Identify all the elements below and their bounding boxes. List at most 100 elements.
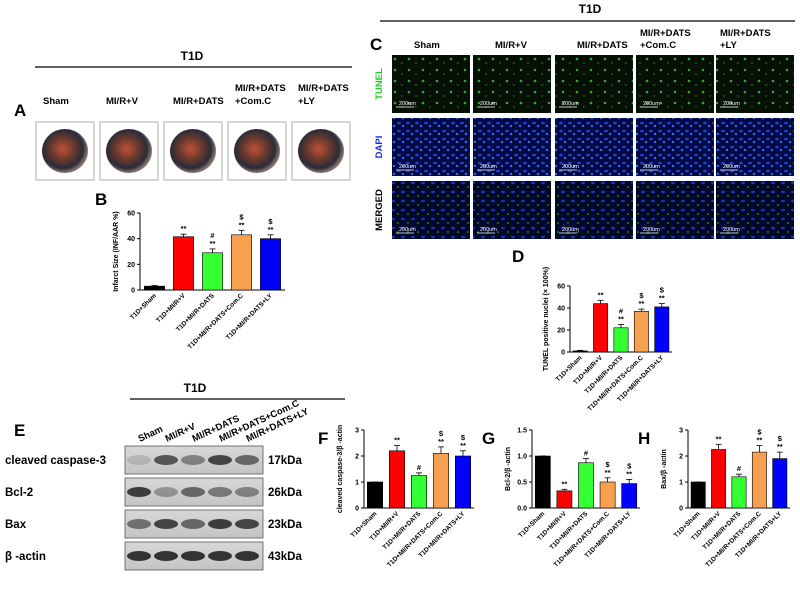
micrograph — [473, 181, 551, 239]
x-tick-label: T1D+MI/R+DATS+Com.C — [187, 292, 246, 351]
y-tick-label: 2 — [679, 454, 683, 461]
column-label: +LY — [720, 40, 737, 51]
significance-mark: ** — [561, 479, 567, 488]
row-label: cleaved caspase-3 — [5, 455, 106, 467]
size-label: 26kDa — [268, 487, 302, 499]
blot-band — [181, 551, 205, 561]
significance-mark: $ — [660, 286, 665, 295]
bar — [388, 450, 405, 509]
y-tick-label: 1 — [679, 480, 683, 487]
blot-band — [181, 487, 205, 497]
micrograph — [636, 55, 714, 113]
significance-mark: ** — [438, 437, 444, 446]
bar — [144, 285, 165, 291]
row-label: Bax — [5, 519, 27, 531]
panel-label: B — [95, 190, 107, 209]
blot-band — [127, 551, 151, 561]
blot-band — [181, 519, 205, 529]
significance-mark: ** — [181, 224, 187, 233]
bar — [772, 458, 788, 509]
micrograph — [716, 181, 794, 239]
micrograph — [473, 118, 551, 176]
scale-bar-label: 200um — [399, 227, 416, 233]
blot-band — [235, 519, 259, 529]
bar — [621, 483, 638, 509]
bar — [751, 451, 767, 509]
significance-mark: ** — [598, 290, 604, 299]
y-axis-label: Bax/β -actin — [661, 449, 668, 489]
bar — [432, 453, 449, 509]
scale-bar-label: 200um — [723, 101, 740, 107]
y-tick-label: 0 — [131, 288, 135, 295]
blot-band — [208, 519, 232, 529]
significance-mark: ** — [777, 442, 783, 451]
bar — [454, 455, 471, 509]
panel-label: D — [512, 247, 524, 266]
x-tick-label: T1D+MI/R+DATS — [549, 510, 590, 551]
y-axis-label: Bcl-2/β -actin — [505, 447, 512, 491]
micrograph — [555, 55, 633, 113]
column-label: Sham — [414, 40, 440, 51]
bar — [731, 476, 747, 509]
y-tick-label: 1.0 — [517, 454, 527, 461]
significance-mark: ** — [756, 436, 762, 445]
bar — [410, 475, 427, 509]
y-tick-label: 0.0 — [517, 506, 527, 513]
heart-slice — [170, 129, 216, 173]
x-tick-label: T1D+MI/R+V — [155, 292, 187, 324]
micrograph — [555, 181, 633, 239]
size-label: 43kDa — [268, 551, 302, 563]
column-label: MI/R+DATS — [720, 28, 771, 39]
significance-mark: $ — [639, 291, 644, 300]
size-label: 23kDa — [268, 519, 302, 531]
micrograph — [555, 118, 633, 176]
scale-bar-label: 200um — [643, 164, 660, 170]
significance-mark: # — [417, 463, 422, 472]
group-label: T1D — [181, 49, 204, 63]
micrograph — [636, 181, 714, 239]
scale-bar-label: 200um — [399, 101, 416, 107]
bar — [578, 462, 594, 509]
blot-band — [208, 455, 232, 465]
column-label: +Com.C — [235, 96, 271, 107]
significance-mark: ** — [394, 436, 400, 445]
scale-bar-label: 200um — [723, 164, 740, 170]
y-tick-label: 60 — [127, 211, 135, 218]
significance-mark: # — [584, 449, 589, 458]
blot-band — [154, 519, 178, 529]
column-label: MI/R+DATS — [640, 28, 691, 39]
y-tick-label: 1 — [355, 480, 359, 487]
y-tick-label: 40 — [127, 236, 135, 243]
bar — [556, 490, 573, 509]
micrograph — [716, 118, 794, 176]
column-label: Sham — [137, 424, 165, 445]
scale-bar-label: 200um — [562, 164, 579, 170]
bar — [654, 306, 670, 353]
group-label: T1D — [184, 381, 207, 395]
heart-slice — [234, 129, 280, 173]
significance-mark: ** — [605, 468, 611, 477]
significance-mark: ** — [460, 441, 466, 450]
scale-bar-label: 200um — [643, 101, 660, 107]
y-tick-label: 20 — [127, 262, 135, 269]
blot-band — [208, 551, 232, 561]
scale-bar-label: 200um — [399, 164, 416, 170]
group-label: T1D — [579, 2, 602, 16]
blot-band — [127, 519, 151, 529]
y-tick-label: 3 — [679, 428, 683, 435]
scale-bar-label: 200um — [562, 101, 579, 107]
column-label: MI/R+DATS — [298, 83, 349, 94]
row-label: MERGED — [374, 189, 385, 231]
scale-bar-label: 200um — [643, 227, 660, 233]
y-tick-label: 60 — [557, 284, 565, 291]
significance-mark: $ — [239, 212, 244, 221]
scale-bar-label: 200um — [562, 227, 579, 233]
column-label: MI/R+V — [495, 40, 528, 51]
scale-bar-label: 200um — [723, 227, 740, 233]
blot-band — [127, 487, 151, 497]
significance-mark: ** — [638, 299, 644, 308]
significance-mark: $ — [439, 429, 444, 438]
significance-mark: ** — [659, 294, 665, 303]
column-label: MI/R+V — [106, 96, 139, 107]
